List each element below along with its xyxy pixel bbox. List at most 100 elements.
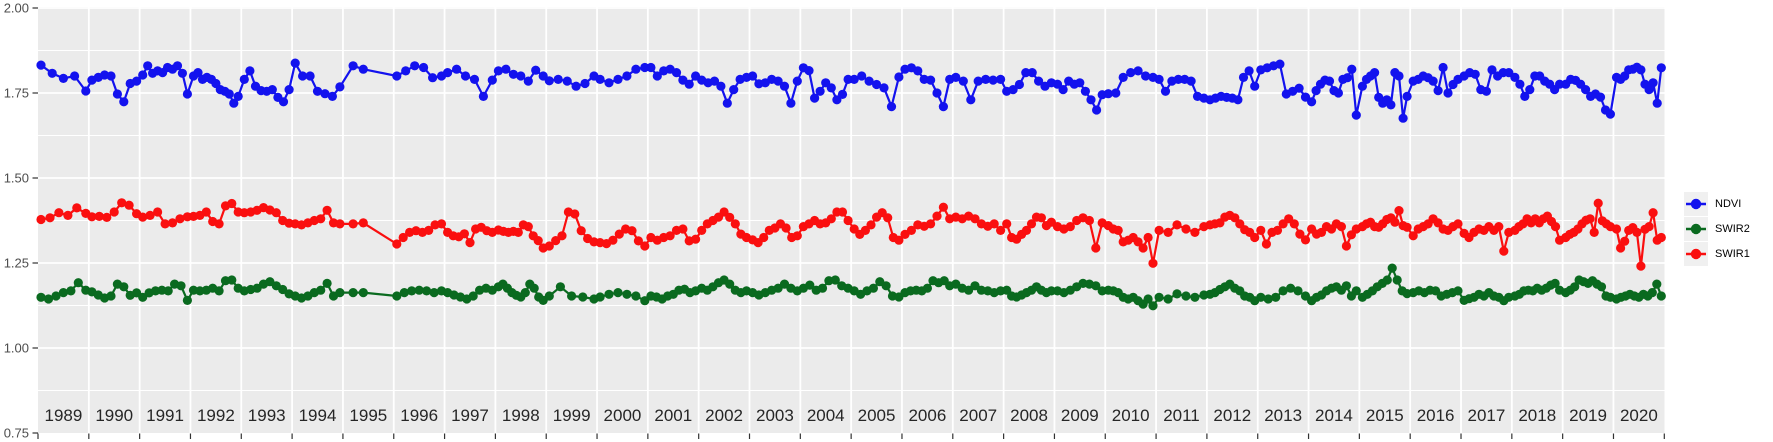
- data-point-ndvi: [1342, 73, 1352, 83]
- data-point-ndvi: [1111, 88, 1121, 98]
- data-point-ndvi: [631, 64, 641, 74]
- data-point-swir2: [422, 286, 432, 296]
- data-point-swir2: [1453, 286, 1463, 296]
- data-point-swir2: [278, 284, 288, 295]
- data-point-ndvi: [320, 89, 330, 99]
- data-point-swir1: [392, 239, 402, 249]
- data-point-swir1: [1065, 222, 1075, 232]
- data-point-swir1: [1036, 213, 1046, 223]
- data-point-swir1: [781, 223, 791, 233]
- x-axis-label: 2014: [1315, 406, 1353, 425]
- data-point-ndvi: [460, 71, 471, 81]
- data-point-ndvi: [182, 89, 192, 99]
- x-axis-label: 2018: [1518, 406, 1556, 425]
- data-point-ndvi: [138, 70, 148, 80]
- x-axis-label: 2012: [1213, 406, 1251, 425]
- legend: NDVI SWIR2 SWIR1: [1684, 192, 1750, 266]
- data-point-ndvi: [1027, 68, 1037, 78]
- data-point-swir2: [429, 288, 439, 298]
- data-point-swir1: [691, 234, 701, 244]
- x-axis-label: 2006: [908, 406, 946, 425]
- data-point-swir1: [513, 227, 523, 237]
- data-point-swir1: [989, 219, 999, 229]
- line-point-icon: [1686, 198, 1706, 210]
- data-point-ndvi: [531, 65, 541, 75]
- data-point-swir2: [631, 291, 641, 301]
- data-point-swir2: [868, 283, 879, 293]
- data-point-ndvi: [233, 91, 243, 101]
- data-point-swir2: [392, 291, 402, 301]
- data-point-ndvi: [932, 88, 942, 98]
- data-point-ndvi: [1656, 63, 1666, 73]
- data-point-swir1: [1408, 231, 1418, 241]
- data-point-swir1: [570, 209, 580, 219]
- data-point-ndvi: [1238, 72, 1249, 82]
- y-axis-label: 1.75: [4, 86, 29, 101]
- data-point-swir2: [1190, 292, 1200, 302]
- data-point-ndvi: [544, 76, 554, 86]
- x-axis-label: 2020: [1620, 406, 1658, 425]
- data-point-ndvi: [143, 61, 153, 71]
- data-point-ndvi: [973, 76, 983, 86]
- data-point-swir1: [1494, 222, 1504, 232]
- data-point-ndvi: [1347, 64, 1357, 74]
- data-point-swir1: [926, 219, 936, 229]
- data-point-swir1: [1433, 218, 1443, 228]
- data-point-ndvi: [1470, 69, 1480, 79]
- data-point-ndvi: [1438, 62, 1448, 73]
- data-point-swir2: [1392, 275, 1402, 285]
- data-point-swir1: [1585, 214, 1595, 224]
- data-point-ndvi: [1644, 85, 1654, 95]
- x-axis-label: 1989: [44, 406, 82, 425]
- x-axis-label: 2015: [1366, 406, 1404, 425]
- data-point-swir1: [678, 224, 688, 234]
- data-point-swir1: [725, 212, 735, 222]
- x-axis-label: 2016: [1417, 406, 1455, 425]
- x-axis-label: 1991: [146, 406, 184, 425]
- data-point-swir2: [119, 282, 129, 292]
- data-point-ndvi: [1092, 105, 1102, 115]
- data-point-swir1: [214, 219, 224, 229]
- data-point-swir1: [697, 225, 707, 235]
- data-point-swir1: [227, 198, 237, 209]
- data-point-ndvi: [1357, 81, 1367, 91]
- data-point-swir2: [1163, 294, 1173, 304]
- data-point-swir1: [358, 218, 368, 228]
- data-point-ndvi: [604, 78, 614, 88]
- data-point-swir1: [544, 241, 554, 251]
- data-point-swir1: [1181, 224, 1191, 234]
- data-point-swir1: [1026, 219, 1037, 229]
- data-point-swir2: [1148, 301, 1158, 311]
- data-point-ndvi: [1636, 65, 1646, 75]
- data-point-ndvi: [1370, 68, 1380, 78]
- data-point-swir1: [894, 235, 904, 245]
- data-point-swir1: [1636, 261, 1646, 271]
- data-point-swir2: [970, 281, 980, 291]
- data-point-swir1: [759, 232, 769, 243]
- data-point-swir2: [335, 288, 345, 298]
- data-point-ndvi: [443, 68, 453, 78]
- data-point-swir2: [604, 289, 614, 299]
- data-point-ndvi: [278, 97, 289, 107]
- data-point-swir2: [567, 291, 577, 301]
- data-point-swir1: [1002, 219, 1012, 229]
- data-point-swir1: [102, 212, 112, 222]
- data-point-swir2: [316, 285, 326, 295]
- data-point-swir1: [160, 219, 170, 229]
- legend-entry-ndvi: NDVI: [1684, 192, 1750, 216]
- data-point-ndvi: [966, 95, 976, 105]
- data-point-swir2: [58, 288, 68, 298]
- data-point-ndvi: [722, 98, 732, 108]
- data-point-ndvi: [1351, 110, 1361, 120]
- data-point-ndvi: [826, 83, 836, 93]
- data-point-swir2: [66, 286, 76, 296]
- data-point-swir2: [1652, 279, 1662, 289]
- data-point-swir1: [523, 222, 533, 232]
- data-point-ndvi: [239, 74, 249, 84]
- data-point-swir1: [1250, 232, 1260, 243]
- data-point-ndvi: [1324, 76, 1335, 86]
- data-point-ndvi: [938, 102, 949, 112]
- data-point-swir1: [730, 219, 740, 229]
- x-axis-label: 2009: [1061, 406, 1099, 425]
